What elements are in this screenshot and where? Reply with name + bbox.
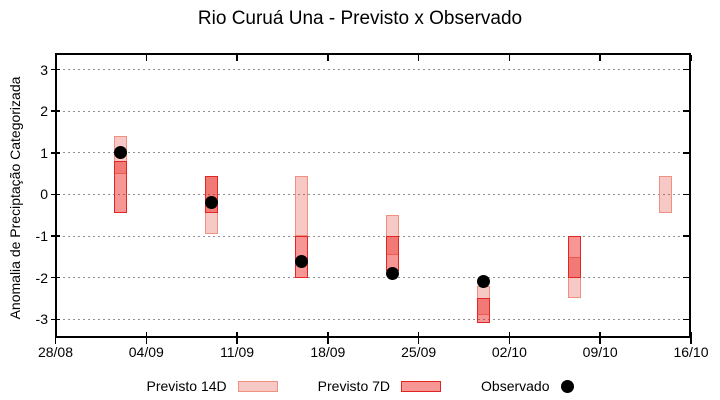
x-tick-label: 25/09 [401, 344, 437, 360]
legend-swatch-icon [401, 380, 442, 392]
gridline-y3 [57, 69, 689, 71]
y-tick-left [51, 110, 60, 112]
x-tick-bottom [54, 332, 57, 344]
legend-swatch-icon [237, 380, 278, 392]
x-tick-bottom [508, 332, 511, 344]
observed-dot [204, 196, 218, 210]
y-tick-right [683, 318, 691, 321]
gridline-y-1 [57, 235, 689, 237]
x-tick-top [690, 55, 692, 61]
x-tick-label: 28/08 [37, 344, 74, 360]
range-box-previsto-14d [567, 256, 581, 299]
y-tick-label: 3 [40, 61, 48, 78]
x-tick-bottom [417, 332, 420, 344]
observed-dot [476, 275, 490, 289]
y-tick-left [51, 68, 60, 71]
range-box-previsto-14d [295, 175, 309, 237]
y-tick-left [51, 235, 60, 237]
x-tick-top [145, 55, 148, 61]
gridline-y-3 [57, 318, 689, 320]
legend-label: Observado [481, 378, 550, 394]
legend-item-observado: Observado [481, 378, 574, 394]
y-tick-right [683, 235, 691, 237]
y-tick-right [683, 68, 691, 71]
x-tick-label: 02/10 [491, 344, 527, 360]
observed-dot [386, 267, 400, 280]
x-tick-top [599, 55, 601, 61]
x-tick-bottom [599, 332, 601, 344]
gridline-y2 [57, 110, 689, 112]
x-tick-bottom [690, 332, 692, 344]
range-box-previsto-14d [386, 215, 400, 255]
observed-dot [295, 254, 309, 268]
x-tick-top [327, 55, 329, 61]
range-box-previsto-7d [113, 161, 127, 214]
legend-item-previsto-7d: Previsto 7D [317, 378, 442, 394]
y-tick-left [51, 276, 60, 279]
range-box-previsto-7d [476, 298, 490, 324]
x-tick-top [54, 55, 57, 61]
range-box-previsto-14d [658, 175, 672, 214]
legend: Previsto 14D Previsto 7D Observado [0, 374, 720, 398]
y-tick-right [683, 193, 691, 196]
x-tick-bottom [145, 332, 148, 344]
y-tick-label: -1 [35, 228, 48, 245]
legend-label: Previsto 14D [146, 378, 227, 394]
gridline-y0 [57, 193, 689, 195]
x-tick-label: 18/09 [310, 344, 346, 360]
y-tick-right [683, 276, 691, 279]
y-tick-label: 0 [40, 186, 48, 203]
plot-area [55, 53, 691, 338]
x-tick-label: 11/09 [220, 344, 255, 360]
chart-title: Rio Curuá Una - Previsto x Observado [197, 8, 523, 29]
x-tick-top [236, 55, 238, 61]
legend-dot-icon [560, 379, 574, 393]
x-tick-label: 09/10 [582, 344, 618, 360]
y-tick-left [51, 193, 60, 196]
gridline-y-2 [57, 277, 689, 279]
observed-dot [113, 146, 127, 160]
x-tick-label: 04/09 [128, 344, 164, 360]
legend-label: Previsto 7D [317, 378, 391, 394]
x-tick-label: 16/10 [673, 344, 709, 360]
legend-item-previsto-14d: Previsto 14D [147, 378, 278, 394]
x-tick-bottom [236, 332, 238, 344]
x-tick-bottom [327, 332, 329, 344]
x-tick-top [417, 55, 420, 61]
range-box-previsto-7d [567, 236, 581, 278]
gridline-y1 [57, 152, 689, 154]
x-tick-top [508, 55, 511, 61]
y-tick-label: 1 [40, 144, 48, 161]
y-tick-label: 2 [40, 103, 48, 120]
y-tick-label: -3 [35, 311, 48, 328]
y-tick-label: -2 [35, 269, 48, 286]
y-tick-left [51, 152, 60, 154]
y-tick-left [51, 318, 60, 321]
y-tick-right [683, 110, 691, 112]
y-tick-right [683, 152, 691, 154]
